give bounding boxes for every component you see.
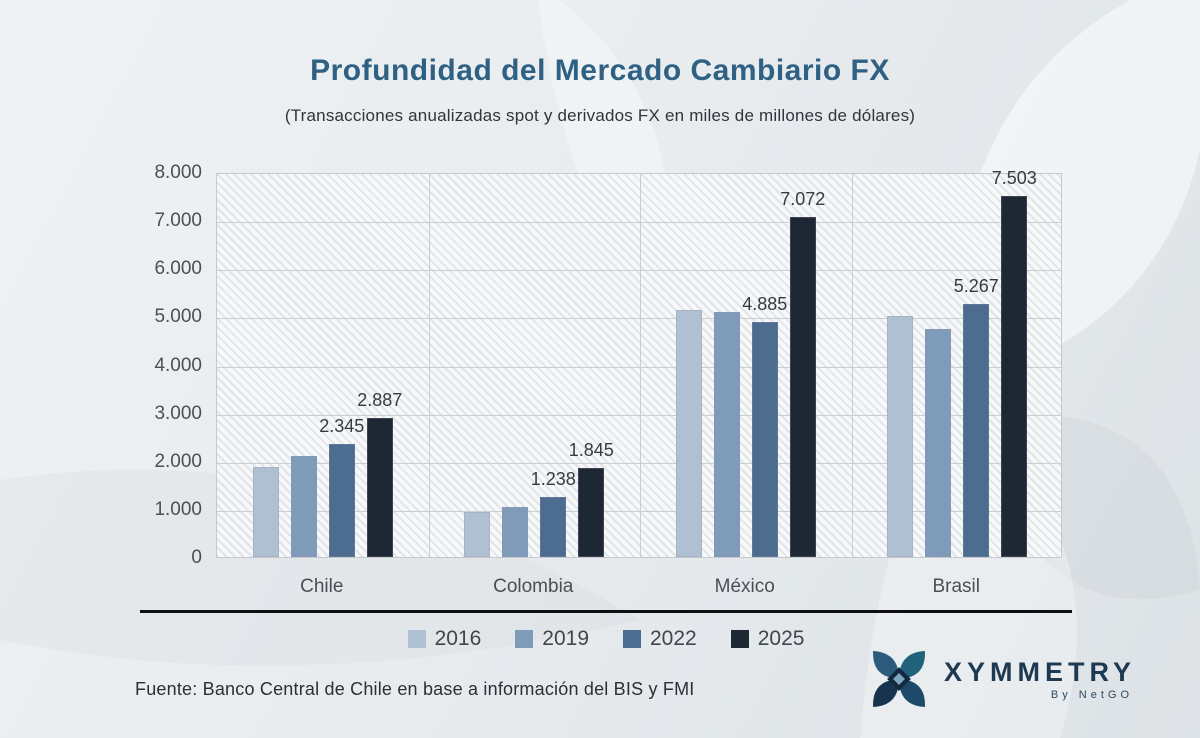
category-label-chile: Chile: [300, 576, 344, 597]
y-tick-label: 4.000: [154, 354, 202, 376]
y-tick-label: 3.000: [154, 402, 202, 424]
legend-item-2022: 2022: [623, 627, 697, 651]
xymmetry-flower-icon: [873, 651, 925, 707]
bar-mexico-2019: [713, 312, 740, 557]
y-tick-label: 1.000: [154, 498, 202, 520]
gridline-vertical: [640, 174, 641, 557]
bar-value-label: 4.885: [742, 293, 788, 314]
bar-value-label: 2.887: [357, 390, 403, 411]
plot-area: 2.345 2.887 1.238 1.845 4.885 7.072 5.267 7.503: [216, 168, 1062, 558]
bar-value-label: 2.345: [319, 416, 365, 437]
legend-swatch-2022: [623, 630, 641, 648]
bar-brasil-2022: [963, 303, 990, 557]
gridline-vertical: [428, 174, 430, 557]
legend-label-2022: 2022: [650, 627, 697, 650]
bar-value-label: 7.072: [780, 188, 826, 209]
category-label-mexico: México: [714, 576, 775, 597]
y-tick-label: 0: [191, 547, 202, 568]
legend-item-2019: 2019: [515, 627, 589, 651]
x-axis-category-labels: Chile Colombia México Brasil: [216, 574, 1062, 600]
bar-mexico-2016: [675, 309, 702, 557]
bar-value-label: 5.267: [953, 275, 999, 296]
legend-label-2025: 2025: [757, 627, 805, 650]
logo-brand-name: XYMMETRY: [944, 657, 1137, 687]
y-tick-label: 5.000: [154, 306, 202, 328]
gridline-horizontal: [217, 318, 1061, 320]
bar-colombia-2016: [464, 511, 491, 557]
bar-brasil-2025: [1001, 195, 1028, 557]
bar-chile-2022: [328, 444, 355, 557]
source-note: Fuente: Banco Central de Chile en base a…: [135, 679, 695, 699]
bar-colombia-2025: [578, 468, 605, 557]
bar-brasil-2019: [925, 329, 952, 557]
legend-swatch-2019: [515, 630, 534, 648]
gridline-vertical: [851, 174, 853, 557]
brand-logo: XYMMETRY By NetGO: [864, 646, 1136, 712]
gridline-horizontal: [217, 222, 1061, 224]
bar-chile-2019: [290, 456, 317, 557]
chart-legend: 2016 2019 2022 2025: [140, 625, 1072, 653]
bar-chile-2016: [252, 466, 279, 557]
bar-colombia-2019: [502, 507, 529, 557]
gridline-horizontal: [217, 366, 1061, 368]
y-tick-label: 2.000: [154, 450, 202, 472]
y-tick-label: 8.000: [154, 162, 202, 183]
gridline-horizontal: [217, 270, 1061, 272]
bar-brasil-2016: [887, 316, 914, 557]
legend-item-2025: 2025: [730, 627, 805, 651]
y-tick-label: 7.000: [154, 210, 202, 232]
chart-subtitle: (Transacciones anualizadas spot y deriva…: [284, 106, 916, 125]
legend-swatch-2025: [730, 630, 749, 648]
category-label-brasil: Brasil: [932, 576, 980, 597]
bar-chile-2025: [366, 418, 393, 557]
category-label-colombia: Colombia: [493, 576, 574, 597]
logo-byline: By NetGO: [1050, 689, 1134, 701]
logo-text-block: XYMMETRY By NetGO: [944, 657, 1136, 701]
bar-colombia-2022: [540, 497, 567, 557]
gridline-horizontal: [217, 462, 1061, 464]
gridline-horizontal: [217, 414, 1061, 416]
chart-title: Profundidad del Mercado Cambiario FX: [310, 54, 890, 87]
bar-value-label: 1.845: [568, 440, 614, 461]
bar-value-label: 1.238: [530, 469, 576, 490]
bar-mexico-2025: [789, 216, 816, 557]
bar-value-label: 7.503: [991, 167, 1037, 188]
legend-label-2019: 2019: [542, 627, 589, 650]
legend-item-2016: 2016: [407, 627, 482, 651]
legend-separator-line: [140, 610, 1072, 613]
y-tick-label: 6.000: [154, 258, 202, 280]
legend-label-2016: 2016: [434, 627, 482, 650]
bar-mexico-2022: [751, 321, 778, 557]
legend-swatch-2016: [407, 630, 426, 648]
gridline-horizontal: [217, 510, 1061, 512]
